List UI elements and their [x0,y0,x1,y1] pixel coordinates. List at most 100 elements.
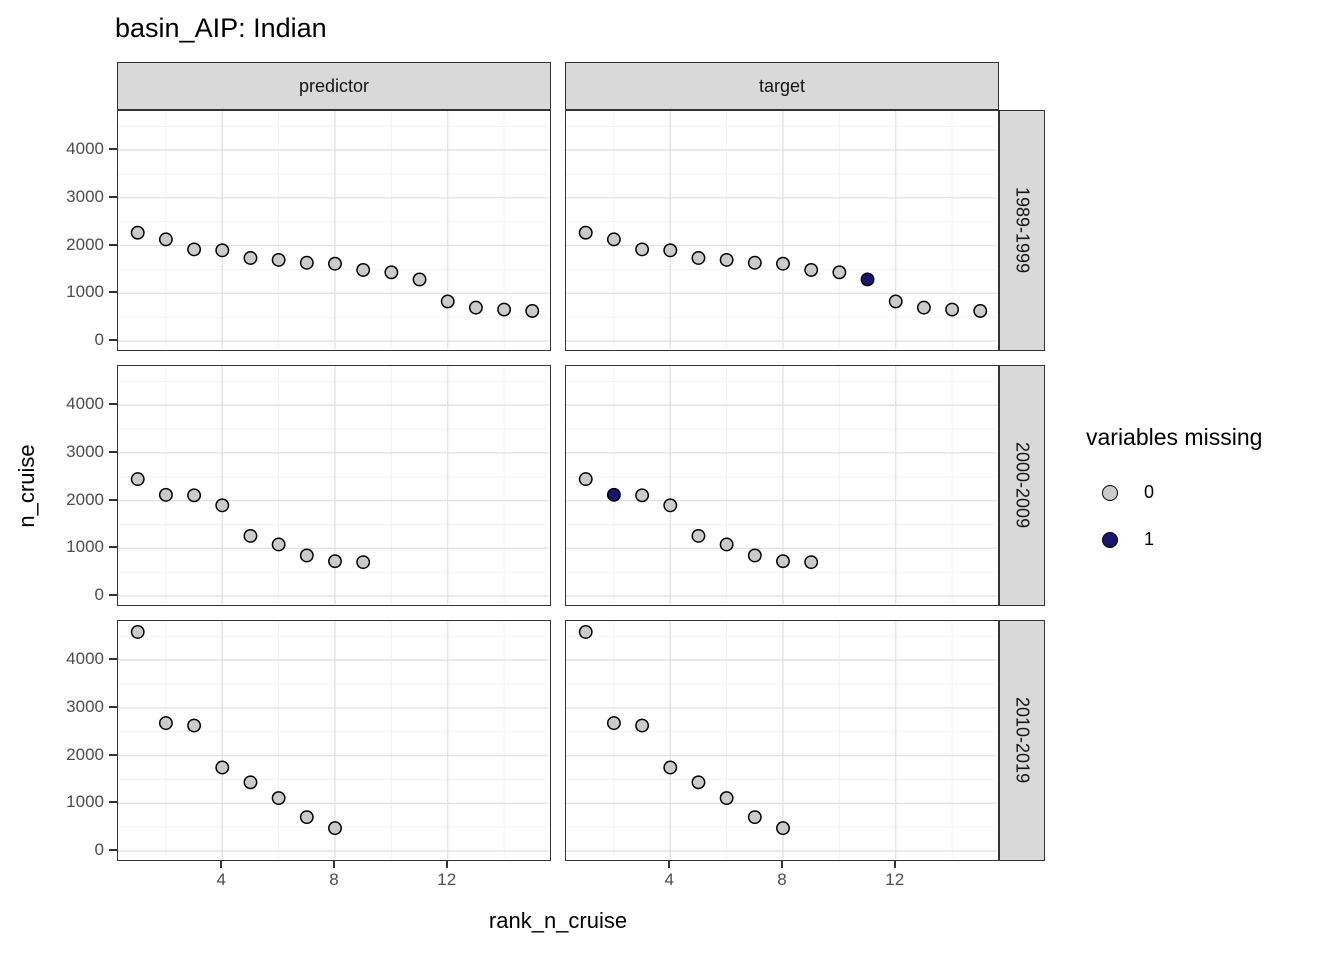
legend-key-circle-0 [1102,484,1118,501]
data-point [130,625,145,639]
data-point [497,302,512,317]
data-point [606,716,621,731]
data-point [328,821,342,836]
y-tick-mark [109,195,117,198]
data-point [635,242,650,257]
legend-key-label-1: 1 [1144,529,1155,549]
data-point [945,302,960,317]
plot-title: basin_AIP: Indian [115,13,327,43]
data-point [299,810,314,825]
data-point [747,548,762,563]
x-tick-mark [333,861,335,868]
y-tick-mark [109,498,117,501]
y-tick-mark [109,753,117,756]
data-point [663,243,678,258]
y-tick-label: 3000 [66,441,104,461]
panel-predictor-2010-2019 [117,620,551,861]
y-tick-mark [109,450,117,453]
data-point [776,554,790,569]
data-point [412,272,427,287]
data-point [215,243,230,258]
data-point [440,294,455,309]
data-point [804,262,819,277]
facet-strip-1989-1999: 1989-1999 [999,110,1045,351]
x-tick-mark [220,861,223,868]
data-point [158,232,173,247]
y-tick-label: 4000 [66,394,104,414]
legend: variables missing 0 1 [1086,424,1336,563]
x-tick-mark [445,861,448,868]
facet-strip-target: target [565,62,999,110]
data-point [130,225,145,240]
panel-predictor-2000-2009 [117,365,551,606]
facet-strip-2000-2009: 2000-2009 [999,365,1045,606]
legend-entry-0: 0 [1086,469,1336,516]
y-tick-label: 1000 [66,282,104,302]
x-tick-mark [893,861,896,868]
y-tick-label: 3000 [66,696,104,716]
legend-title: variables missing [1086,424,1263,450]
data-point [130,472,145,487]
data-point [271,791,286,806]
y-tick-label: 4000 [66,649,104,669]
data-point [215,760,230,775]
data-point [635,718,650,733]
y-tick-label: 0 [94,330,104,350]
x-tick-mark [668,861,671,868]
y-tick-label: 2000 [66,489,104,509]
x-tick-label: 12 [885,870,905,889]
panel-target-1989-1999 [565,110,999,351]
data-point [328,554,342,569]
y-tick-mark [109,403,117,406]
x-tick-mark [781,861,783,868]
data-point [158,487,173,502]
data-point [691,775,706,790]
y-tick-label: 2000 [66,234,104,254]
legend-entry-1: 1 [1086,516,1336,563]
y-tick-mark [109,148,117,151]
y-tick-mark [109,849,117,852]
data-point [663,498,678,513]
data-point [243,528,258,543]
y-tick-mark [109,705,117,708]
data-point [271,252,286,267]
x-tick-label: 4 [216,870,226,889]
data-point [271,537,286,552]
y-tick-label: 3000 [66,186,104,206]
data-point [215,498,230,513]
y-tick-mark [109,658,117,661]
data-point [606,487,621,502]
data-point [328,256,342,271]
y-axis-title: n_cruise [14,444,39,528]
x-tick-label: 8 [777,870,787,889]
y-tick-label: 1000 [66,792,104,812]
data-point [578,472,593,487]
data-point [299,255,314,270]
legend-key-label-0: 0 [1144,482,1155,502]
y-tick-label: 1000 [66,537,104,557]
x-tick-label: 8 [329,870,339,889]
data-point [356,262,371,277]
data-point [187,242,202,257]
data-point [804,555,819,570]
data-point [635,488,650,503]
panel-predictor-1989-1999 [117,110,551,351]
data-point [663,760,678,775]
data-point [187,718,202,733]
data-point [606,232,621,247]
data-point [578,625,593,639]
data-point [832,265,847,280]
data-point [719,791,734,806]
data-point [578,225,593,240]
data-point [691,528,706,543]
y-tick-label: 4000 [66,139,104,159]
legend-key-circle-1 [1102,531,1118,548]
y-tick-mark [109,546,117,549]
y-tick-mark [109,339,117,342]
data-point [356,555,371,570]
y-tick-mark [109,801,117,804]
data-point [860,272,875,287]
y-tick-mark [109,291,117,294]
data-point [158,716,173,731]
